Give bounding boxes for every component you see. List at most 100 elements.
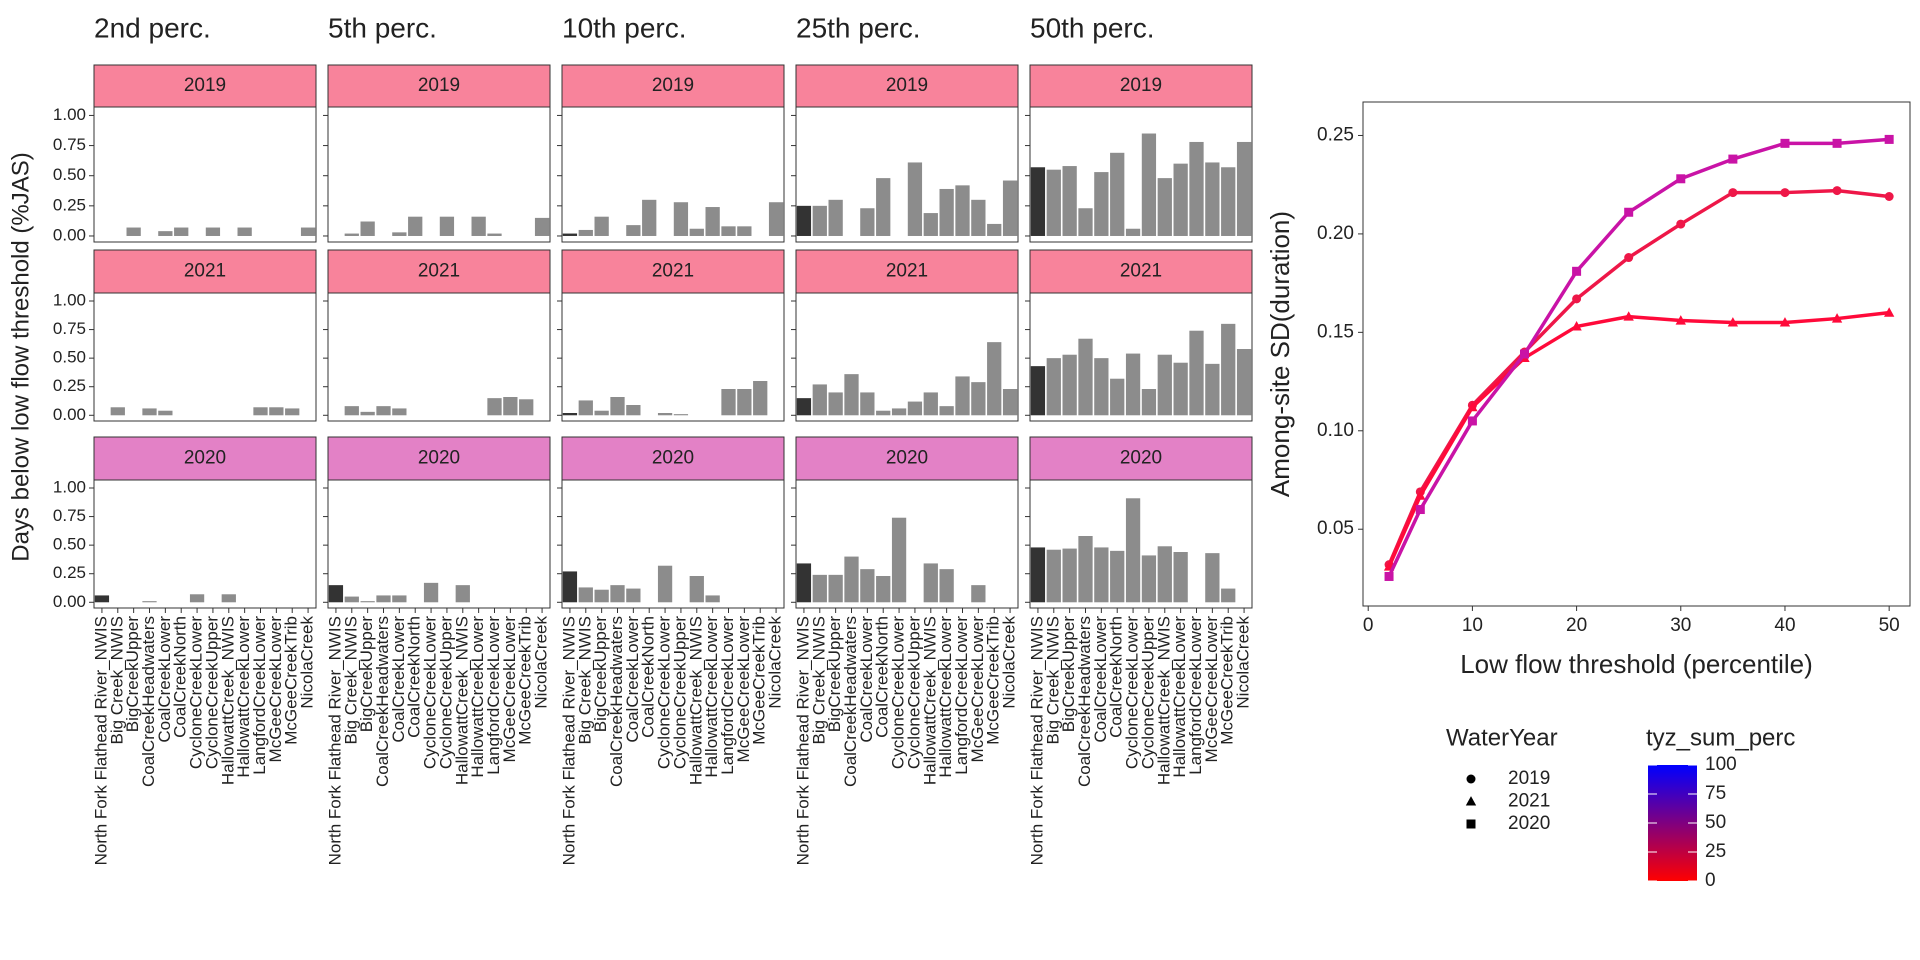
- bar: [971, 585, 986, 603]
- strip-label: 2021: [886, 261, 928, 282]
- x-tick-label: CycloneCreekLower: [1123, 616, 1142, 769]
- x-tick-label: HallowattCreekLower: [468, 616, 487, 778]
- strip-label: 2020: [418, 448, 460, 469]
- panel-border: [93, 292, 317, 422]
- x-tick-label: CoalCreekNorth: [639, 616, 658, 738]
- series-line: [1387, 188, 1890, 566]
- bar: [642, 199, 657, 236]
- bar: [1236, 349, 1252, 416]
- bar: [1141, 133, 1157, 236]
- bar: [142, 408, 157, 416]
- strip-label: 2021: [418, 261, 460, 282]
- column-title: 5th perc.: [328, 12, 437, 43]
- strip-label: 2020: [886, 448, 928, 469]
- bar: [971, 382, 986, 416]
- legend-title: WaterYear: [1446, 724, 1558, 751]
- bar: [955, 376, 970, 416]
- y-tick-label: 0.25: [1317, 124, 1354, 145]
- x-tick-label: CoalCreekLower: [857, 616, 876, 743]
- bar: [721, 226, 736, 236]
- x-tick-label: HallowattCreekLower: [234, 616, 253, 778]
- bar: [360, 601, 375, 603]
- x-tick-label: Big Creek_NWIS: [809, 616, 828, 744]
- x-tick-label: CycloneCreekLower: [889, 616, 908, 769]
- x-tick-label: CoalCreekLower: [623, 616, 642, 743]
- y-tick-label: 1.00: [53, 290, 86, 309]
- panel-border: [1029, 106, 1253, 243]
- bar: [1205, 363, 1220, 416]
- x-tick-label: CycloneCreekLower: [655, 616, 674, 769]
- x-tick-label: CoalCreekHeadwaters: [841, 616, 860, 787]
- x-tick-label: HallowattCreek_NWIS: [686, 616, 705, 785]
- x-tick-label: Big Creek_NWIS: [1043, 616, 1062, 744]
- column-title: 10th perc.: [562, 12, 687, 43]
- data-point: [1384, 571, 1394, 581]
- bar: [1173, 163, 1188, 236]
- bar: [1078, 536, 1093, 603]
- data-point: [1728, 154, 1738, 164]
- bar: [987, 342, 1002, 416]
- y-tick-label: 0.75: [53, 319, 86, 338]
- y-tick-label: 1.00: [53, 477, 86, 496]
- bar: [158, 231, 173, 236]
- data-point: [1467, 416, 1477, 426]
- strip-label: 2020: [1120, 448, 1162, 469]
- facet-strip: [1029, 249, 1253, 294]
- bar: [610, 397, 625, 416]
- panel-border: [93, 106, 317, 243]
- x-tick-label: North Fork Flathead River_NWIS: [325, 616, 344, 865]
- legend-symbol: [1465, 796, 1477, 806]
- x-tick-label: NicolaCreek: [532, 616, 551, 709]
- data-point: [1519, 349, 1529, 359]
- x-tick-label: McGeeCreekTrib: [750, 616, 769, 745]
- panel-border: [327, 106, 551, 243]
- bar: [987, 223, 1002, 236]
- facet-strip: [561, 249, 785, 294]
- bar: [344, 596, 359, 603]
- data-point: [1624, 253, 1634, 263]
- data-point: [1780, 188, 1790, 198]
- bar: [174, 227, 189, 236]
- bar: [126, 227, 141, 236]
- bar: [1221, 588, 1236, 603]
- strip-label: 2020: [184, 448, 226, 469]
- y-tick-label: 0.10: [1317, 420, 1354, 441]
- bar: [1125, 498, 1141, 603]
- x-axis-title: Low flow threshold (percentile): [1460, 649, 1813, 679]
- x-tick-label: NicolaCreek: [766, 616, 785, 709]
- x-tick-label: LangfordCreekLower: [952, 616, 971, 775]
- bar: [328, 585, 344, 603]
- y-axis-title: Among-site SD(duration): [1265, 211, 1295, 497]
- panel-border: [795, 106, 1019, 243]
- x-tick-label: HallowattCreekLower: [936, 616, 955, 778]
- bar: [705, 207, 720, 236]
- bar: [860, 392, 875, 416]
- column-title: 25th perc.: [796, 12, 921, 43]
- data-point: [1831, 313, 1843, 323]
- bar: [562, 233, 578, 236]
- data-point: [1624, 207, 1634, 217]
- bar: [562, 571, 578, 603]
- x-tick-label: 40: [1774, 615, 1795, 636]
- panel-border: [327, 292, 551, 422]
- bar: [360, 221, 375, 236]
- panel-border: [561, 292, 785, 422]
- bar: [1110, 550, 1125, 603]
- facet-strip: [561, 436, 785, 481]
- x-tick-label: CycloneCreekUpper: [670, 616, 689, 769]
- panel-border: [795, 292, 1019, 422]
- facet-strip: [327, 436, 551, 481]
- strip-label: 2019: [1120, 75, 1162, 96]
- bar: [1094, 547, 1109, 603]
- bar: [1110, 378, 1125, 416]
- bar: [796, 563, 812, 603]
- x-tick-label: CoalCreekNorth: [1107, 616, 1126, 738]
- x-tick-label: McGeeCreekTrib: [984, 616, 1003, 745]
- panel-border: [327, 479, 551, 609]
- strip-label: 2019: [652, 75, 694, 96]
- data-point: [1571, 321, 1582, 331]
- data-point: [1415, 490, 1426, 500]
- x-tick-label: LangfordCreekLower: [718, 616, 737, 775]
- bar: [955, 185, 970, 236]
